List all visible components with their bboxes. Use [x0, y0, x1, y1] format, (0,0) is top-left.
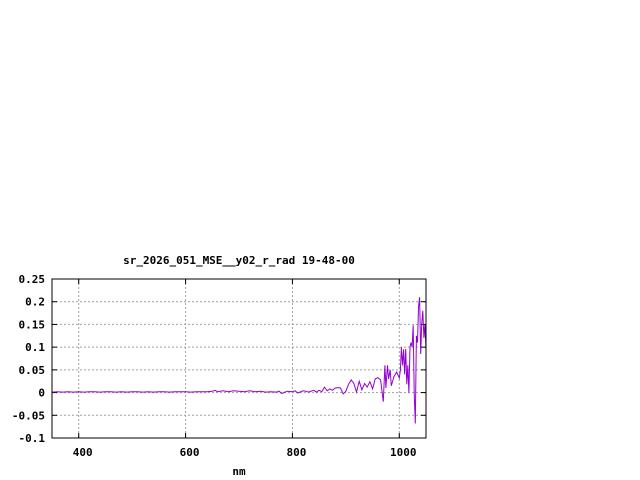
- y-tick-label: 0.1: [25, 341, 45, 354]
- y-tick-label: -0.1: [19, 432, 46, 445]
- ticks: 400 600 800 1000 -0.1 -0.05 0 0.05 0.1 0.15 0.2 0.2…: [12, 273, 426, 459]
- x-axis-label: nm: [232, 465, 246, 478]
- y-tick-label: 0.15: [19, 318, 46, 331]
- x-tick-label: 600: [180, 446, 200, 459]
- y-tick-label: 0: [38, 387, 45, 400]
- y-tick-label: 0.05: [19, 364, 46, 377]
- y-tick-label: 0.2: [25, 296, 45, 309]
- grid: [52, 279, 426, 438]
- x-tick-label: 800: [286, 446, 306, 459]
- x-tick-label: 1000: [390, 446, 417, 459]
- chart-title: sr_2026_051_MSE__y02_r_rad 19-48-00: [123, 254, 355, 267]
- y-tick-label: -0.05: [12, 409, 45, 422]
- y-tick-label: 0.25: [19, 273, 46, 286]
- x-tick-label: 400: [73, 446, 93, 459]
- plot-frame: [51, 278, 427, 439]
- series-line: [51, 297, 427, 424]
